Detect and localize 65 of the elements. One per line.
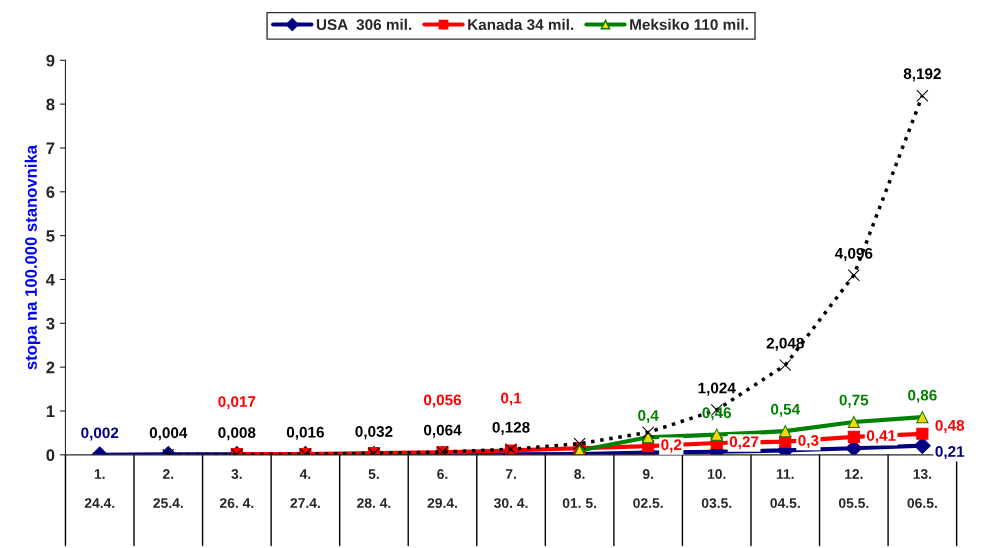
data-label: 0,86 xyxy=(908,389,937,403)
category-label: 4. 27.4. xyxy=(290,469,320,508)
category-label: 5. 28. 4. xyxy=(357,469,391,508)
category-label: 2. 25.4. xyxy=(153,469,183,508)
y-tick-label: 0 xyxy=(46,449,55,462)
category-label: 12. 05.5. xyxy=(838,469,869,508)
data-label: 0,128 xyxy=(492,421,530,435)
point xyxy=(916,411,929,424)
y-tick-label: 6 xyxy=(46,186,55,198)
point xyxy=(916,427,929,440)
data-label: 0,002 xyxy=(81,427,119,441)
category-label: 6. 29.4. xyxy=(427,469,457,508)
category-label: 9. 02.5. xyxy=(633,469,663,508)
legend-label: USA 306 mil. xyxy=(316,18,412,31)
category-label: 1. 24.4. xyxy=(84,469,115,508)
legend-label: Meksiko 110 mil. xyxy=(630,18,748,31)
data-label: 0,1 xyxy=(501,392,522,406)
data-label: 0,016 xyxy=(286,426,324,440)
data-label: 0,2 xyxy=(661,439,682,453)
point xyxy=(779,358,792,372)
data-label: 0,75 xyxy=(839,394,869,408)
y-tick-label: 4 xyxy=(46,274,55,286)
legend-label: Kanada 34 mil. xyxy=(468,18,574,31)
data-label: 0,54 xyxy=(771,403,801,417)
data-label: 0,056 xyxy=(423,394,462,408)
category-label: 11. 04.5. xyxy=(770,469,800,508)
point xyxy=(914,437,931,455)
data-label: 0,48 xyxy=(935,419,965,433)
data-label: 0,064 xyxy=(423,424,462,438)
y-tick-label: 7 xyxy=(46,142,55,154)
data-label: 0,41 xyxy=(866,430,896,444)
point xyxy=(779,435,792,448)
category-label: 10. 03.5. xyxy=(701,469,732,508)
point xyxy=(916,89,929,102)
y-tick-label: 5 xyxy=(46,230,55,242)
point xyxy=(847,269,860,282)
category-label: 8. 01. 5. xyxy=(562,469,597,508)
data-label: 2,048 xyxy=(766,337,804,351)
y-tick-label: 3 xyxy=(46,317,55,330)
data-label: 0,017 xyxy=(218,396,256,410)
data-label: 0,4 xyxy=(638,409,659,423)
y-tick-label: 2 xyxy=(46,361,55,374)
point xyxy=(847,415,860,429)
data-label: 0,3 xyxy=(798,434,819,448)
y-tick-label: 1 xyxy=(46,405,55,418)
data-label: 1,024 xyxy=(698,382,736,396)
data-label: 8,192 xyxy=(903,68,941,82)
category-label: 3. 26. 4. xyxy=(219,469,254,508)
data-label: 0,27 xyxy=(729,436,759,450)
data-label: 4,096 xyxy=(834,247,873,261)
point xyxy=(710,428,723,441)
data-label: 0,004 xyxy=(149,427,188,441)
point xyxy=(573,437,586,450)
y-tick-label: 9 xyxy=(46,54,55,67)
data-label: 0,46 xyxy=(702,407,732,421)
category-label: 7. 30. 4. xyxy=(494,469,528,508)
data-label: 0,032 xyxy=(355,426,393,440)
data-label: 0,21 xyxy=(935,446,965,460)
point xyxy=(642,426,655,439)
y-tick-label: 8 xyxy=(46,98,55,111)
category-label: 13. 06.5. xyxy=(907,469,937,508)
point xyxy=(847,430,860,443)
data-label: 0,008 xyxy=(218,427,256,441)
y-axis-title: stopa na 100.000 stanovnika xyxy=(24,144,41,370)
point xyxy=(779,425,792,438)
